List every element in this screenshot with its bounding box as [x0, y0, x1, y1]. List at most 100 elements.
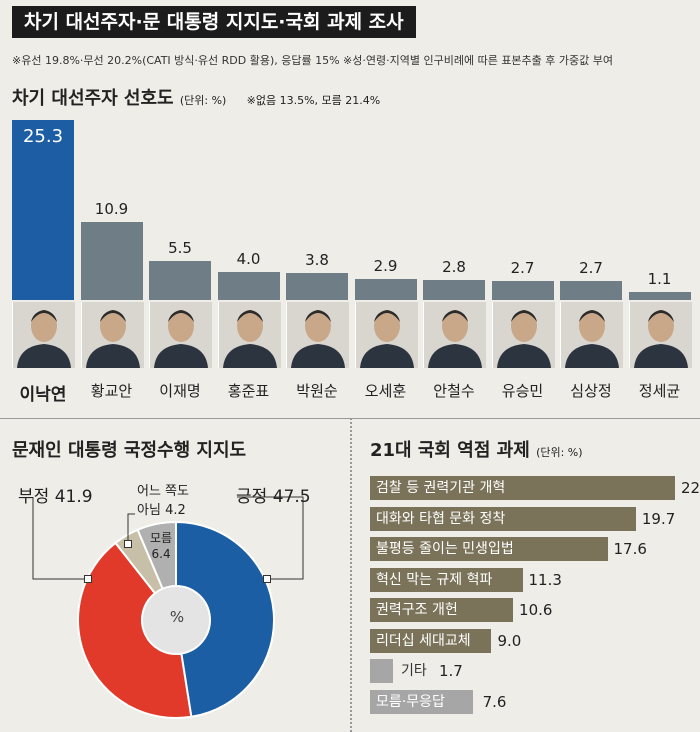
candidate-photo — [354, 302, 418, 368]
candidate-photo — [423, 302, 486, 368]
candidate-photo — [628, 302, 692, 368]
candidate-photo — [217, 302, 281, 368]
priority-label: 검찰 등 권력기관 개혁 — [376, 480, 506, 496]
approval-chart-title: 문재인 대통령 국정수행 지지도 — [12, 440, 247, 461]
pie-leader-neither — [127, 513, 135, 544]
candidate-chart-subtitle: ※없음 13.5%, 모름 21.4% — [246, 94, 381, 107]
priority-label: 리더십 세대교체 — [376, 632, 471, 649]
candidate-bar-value: 2.8 — [442, 258, 466, 277]
pie-label-negative-name: 부정 — [18, 487, 50, 507]
candidate-name: 유승민 — [501, 382, 544, 400]
pie-label-negative: 부정 41.9 — [18, 482, 93, 507]
priority-bar: 모름·무응답 — [370, 689, 473, 714]
approval-donut-chart — [32, 496, 304, 719]
pie-slice — [136, 520, 177, 591]
candidate-bar-value: 1.1 — [647, 270, 672, 289]
pie-slice — [175, 520, 275, 718]
pie-center-label: % — [169, 608, 185, 626]
candidate-bar — [149, 260, 211, 300]
candidate-name: 오세훈 — [364, 382, 407, 400]
pie-label-neither: 어느 쪽도 아님 4.2 — [137, 482, 189, 520]
priority-bar: 대화와 타협 문화 정착 — [370, 506, 636, 531]
candidate-name: 심상정 — [570, 382, 612, 400]
candidate-bar-value: 2.9 — [373, 257, 398, 276]
priority-label: 혁신 막는 규제 혁파 — [376, 571, 493, 588]
priority-value: 1.7 — [438, 662, 463, 680]
candidate-bar — [217, 271, 280, 300]
priority-value: 17.6 — [613, 540, 647, 558]
priority-value: 9.0 — [497, 631, 522, 650]
candidate-chart-title-text: 차기 대선주자 선호도 — [12, 88, 174, 109]
candidate-bar — [491, 280, 554, 300]
pie-label-unknown-value: 6.4 — [151, 547, 171, 561]
pie-center — [143, 587, 209, 653]
candidate-photo — [149, 302, 212, 368]
pie-label-positive: 긍정 47.5 — [236, 482, 311, 507]
pie-slice — [77, 541, 193, 719]
column-divider — [350, 418, 352, 732]
candidate-bar-value: 5.5 — [168, 238, 192, 257]
pie-leader-marker — [84, 575, 92, 583]
pie-label-negative-value: 41.9 — [54, 487, 93, 507]
candidate-bar — [80, 222, 143, 300]
candidate-photo — [80, 302, 144, 368]
priority-bar: 검찰 등 권력기관 개혁 — [370, 476, 675, 500]
candidate-bar — [354, 279, 417, 300]
priority-label: 권력구조 개헌 — [376, 602, 458, 618]
candidate-bar-value: 10.9 — [94, 200, 129, 219]
pie-label-unknown: 모름 6.4 — [150, 530, 172, 562]
priorities-chart-unit: (단위: %) — [536, 446, 583, 459]
priority-label: 대화와 타협 문화 정착 — [376, 510, 506, 527]
candidate-photo — [286, 302, 349, 368]
priority-value: 22.6 — [681, 479, 700, 497]
candidate-name: 정세균 — [638, 382, 681, 400]
survey-note: ※유선 19.8%·무선 20.2%(CATI 방식·유선 RDD 활용), 응… — [12, 54, 614, 67]
priority-bar: 권력구조 개헌 — [370, 598, 514, 622]
candidate-bar-value: 3.8 — [305, 250, 329, 269]
priorities-chart-title-text: 21대 국회 역점 과제 — [370, 440, 530, 461]
priority-bar — [370, 659, 393, 683]
pie-label-neither-value: 4.2 — [165, 503, 186, 518]
candidate-bar-value: 2.7 — [579, 258, 603, 277]
pie-leader-negative — [32, 497, 88, 580]
priorities-chart-title: 21대 국회 역점 과제 (단위: %) — [370, 436, 583, 462]
candidate-bar-value: 25.3 — [22, 126, 64, 147]
candidate-bar — [286, 272, 348, 300]
priority-bar: 리더십 세대교체 — [370, 628, 492, 653]
candidate-bar-value: 2.7 — [510, 258, 535, 277]
priority-value: 19.7 — [641, 509, 676, 528]
pie-label-neither-line1: 어느 쪽도 — [137, 484, 189, 499]
candidate-photo — [560, 302, 623, 368]
pie-leader-marker — [263, 575, 271, 583]
pie-leader-positive — [237, 496, 304, 580]
candidate-chart-title: 차기 대선주자 선호도 (단위: %) ※없음 13.5%, 모름 21.4% — [12, 84, 380, 110]
priority-label: 기타 — [400, 663, 427, 679]
candidate-bar — [423, 280, 485, 300]
candidate-photo — [491, 302, 555, 368]
priority-label: 모름·무응답 — [376, 693, 445, 710]
candidate-bar — [560, 280, 622, 300]
pie-label-neither-line2: 아님 — [137, 503, 161, 518]
candidate-bar-value: 4.0 — [236, 249, 261, 268]
pie-label-positive-name: 긍정 — [236, 487, 268, 507]
candidate-name: 이낙연 — [19, 385, 67, 405]
candidate-bar — [628, 292, 691, 300]
priority-bar: 혁신 막는 규제 혁파 — [370, 567, 523, 592]
pie-label-positive-value: 47.5 — [272, 487, 311, 507]
pie-label-unknown-name: 모름 — [150, 531, 173, 545]
candidate-name: 이재명 — [159, 382, 201, 400]
candidate-name: 홍준표 — [227, 382, 270, 400]
priority-value: 10.6 — [519, 601, 553, 619]
priority-value: 11.3 — [528, 570, 562, 589]
candidate-name: 박원순 — [296, 382, 338, 400]
candidate-chart-unit: (단위: %) — [179, 94, 227, 107]
priority-value: 7.6 — [482, 692, 507, 711]
candidate-name: 황교안 — [90, 382, 133, 400]
priority-bar: 불평등 줄이는 민생입법 — [370, 537, 608, 561]
candidate-bar — [12, 120, 74, 300]
pie-leader-marker — [124, 540, 132, 548]
page-title: 차기 대선주자·문 대통령 지지도·국회 과제 조사 — [12, 6, 416, 38]
candidate-photo — [12, 302, 75, 368]
candidate-name: 안철수 — [433, 382, 475, 400]
priority-label: 불평등 줄이는 민생입법 — [376, 541, 514, 557]
